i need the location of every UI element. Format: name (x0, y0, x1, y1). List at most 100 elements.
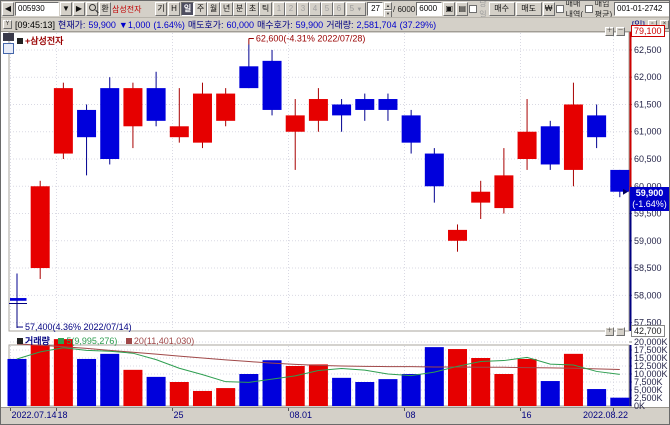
tab-틱[interactable]: 틱 (259, 2, 272, 16)
candle-body (192, 93, 212, 143)
chevron-down-icon[interactable]: ▼ (60, 2, 72, 16)
vol-zoom-in-icon[interactable]: ＋ (605, 327, 614, 336)
today-checkbox[interactable] (469, 5, 478, 13)
buy-button[interactable]: 매수 (488, 2, 515, 16)
volume-bar (77, 358, 97, 406)
account-select[interactable]: 001-01-2742▼ (614, 2, 669, 16)
tab-분[interactable]: 분 (233, 2, 246, 16)
minute-dropdown[interactable]: 5 ▼ (346, 2, 366, 16)
volume-value: 2,581,704 (356, 19, 397, 30)
series-icon (17, 38, 23, 44)
period-range-button[interactable]: 기 (155, 2, 167, 16)
volume-ma20-line (16, 343, 620, 371)
ask-label: 매도호가: (187, 20, 224, 30)
bar-count-input[interactable]: 27 (367, 2, 383, 16)
pane-zoom-icon[interactable] (3, 43, 14, 54)
minute-button-3[interactable]: 3 (297, 2, 309, 16)
price-tick-label: 61,000 (634, 127, 662, 137)
volume-tick-label: 17,500K (634, 345, 668, 355)
axis-zoom-out-icon[interactable]: － (616, 27, 625, 36)
price-tick-label: 61,500 (634, 99, 662, 109)
axis-max-box: 79,100 (631, 25, 665, 37)
tab-일[interactable]: 일 (181, 2, 194, 16)
price-tick-label: 62,500 (634, 45, 662, 55)
settings-button[interactable]: 환 (99, 2, 111, 16)
date-tick-label: 25 (174, 410, 184, 420)
axis-zoom-in-icon[interactable]: ＋ (605, 27, 614, 36)
tool-icon[interactable]: Y (3, 20, 12, 29)
candle-body (123, 88, 143, 127)
volume-bar (471, 358, 491, 406)
date-tick-label: 08.01 (290, 410, 313, 420)
volume-tick-label: 20,000K (634, 337, 668, 347)
bid-label: 매수호가: (257, 20, 293, 30)
volume-bar (192, 390, 212, 406)
tab-초[interactable]: 초 (246, 2, 259, 16)
candle-body (169, 126, 189, 138)
volume-bar (355, 382, 375, 406)
tab-주[interactable]: 주 (194, 2, 207, 16)
volume-bar (308, 364, 328, 406)
date-tick-label: 18 (58, 410, 68, 420)
volume-bar (7, 358, 27, 406)
price-legend: +삼성전자 (17, 34, 63, 47)
tab-년[interactable]: 년 (220, 2, 233, 16)
stock-code-input[interactable]: 005930 (15, 2, 59, 16)
candle-body (239, 66, 259, 89)
new-window-icon[interactable]: ▣ (443, 2, 456, 16)
candle-body (563, 104, 583, 170)
won-icon[interactable]: ₩ (542, 2, 555, 16)
ma20-legend: 20(11,401,030) (133, 336, 195, 346)
price-tick-label: 60,500 (634, 154, 662, 164)
volume-bar (239, 374, 259, 406)
volume-bar (169, 382, 189, 406)
search-button[interactable] (86, 2, 98, 16)
candle-body (448, 229, 468, 241)
volume-series-icon (17, 338, 23, 344)
price-tick-label: 58,000 (634, 290, 662, 300)
volume-tick-label: 7,500K (634, 377, 663, 387)
candle-body (308, 99, 328, 121)
next-icon[interactable]: ▶ (73, 2, 85, 16)
candle-body (610, 169, 630, 192)
price-tick-label: 58,500 (634, 263, 662, 273)
hilo-button[interactable]: H (168, 2, 180, 16)
avg-price-checkbox[interactable] (584, 5, 593, 13)
minute-button-6[interactable]: 6 (333, 2, 345, 16)
date-tick-label: 2022.08.22 (583, 410, 628, 420)
minute-button-4[interactable]: 4 (309, 2, 321, 16)
ma5-icon (58, 338, 65, 344)
trade-history-checkbox[interactable] (555, 5, 564, 13)
save-chart-icon[interactable]: ▤ (456, 2, 469, 16)
trade-history-label: 매매내역( (565, 1, 583, 18)
chart-canvas[interactable]: 62,500 62,000 61,500 61,000 60,500 60,000 59,5… (1, 31, 670, 425)
candle-body (146, 88, 166, 121)
ma20-icon (125, 338, 132, 344)
volume-bar (285, 366, 305, 406)
prev-icon[interactable]: ◀ (2, 2, 14, 16)
vol-zoom-out-icon[interactable]: － (616, 327, 625, 336)
search-icon (88, 4, 96, 11)
minute-button-1[interactable]: 1 (273, 2, 285, 16)
price-tick-label: 60,000 (634, 181, 662, 191)
price-tick-label: 59,000 (634, 236, 662, 246)
pane-menu-icon[interactable] (3, 33, 14, 41)
bar-total-input[interactable]: 6000 (416, 2, 443, 16)
date-tick-label: 2022.07.14 (12, 410, 57, 420)
current-price-value: 59,900 (88, 19, 116, 30)
volume-bar (53, 339, 73, 406)
volume-tick-label: 12,500K (634, 361, 668, 371)
minute-button-2[interactable]: 2 (285, 2, 297, 16)
tab-월[interactable]: 월 (207, 2, 220, 16)
bar-count-stepper[interactable]: ▲ ▼ (384, 2, 392, 17)
sell-button[interactable]: 매도 (515, 2, 542, 16)
volume-bar (123, 369, 143, 406)
current-price-label: 현재가: (58, 20, 86, 30)
volume-bar (146, 376, 166, 406)
minute-button-5[interactable]: 5 (321, 2, 333, 16)
candle-body (285, 115, 305, 132)
